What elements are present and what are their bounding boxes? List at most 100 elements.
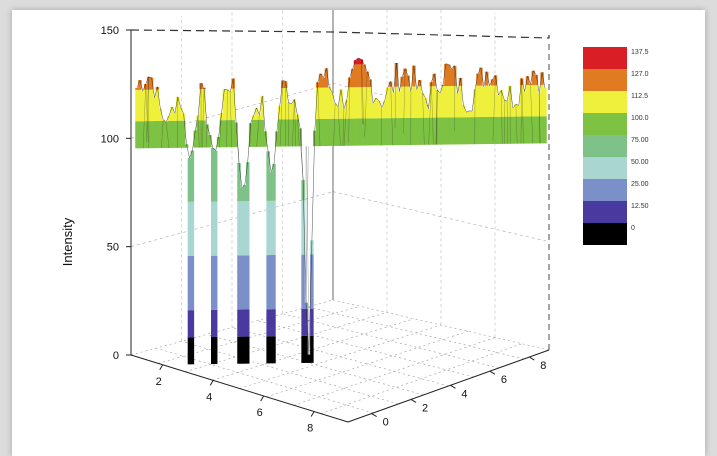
surface-mesh-line [520,78,522,144]
surface-mesh-line [538,93,541,144]
surface-strip [362,64,367,88]
surface-strip [339,118,343,146]
surface-strip [272,309,276,337]
surface-mesh-line [342,108,345,146]
surface-strip [161,120,165,149]
surface-mesh-line [165,121,170,148]
surface-strip [458,117,463,145]
surface-strip [417,79,422,87]
x-tick-mark [260,395,265,402]
floor-grid-line [307,306,524,360]
surface-strip [225,120,230,148]
surface-strip [461,117,466,145]
x-tick-mark [209,380,214,386]
surface-strip [394,86,399,119]
surface-strip [216,137,221,148]
surface-strip [493,116,498,144]
surface-strip [487,85,492,117]
y-tick-label: 4 [461,388,467,400]
surface-strip [432,86,437,118]
surface-strip [278,105,282,120]
surface-strip [269,336,273,364]
surface-strip [447,117,451,145]
colorbar-swatch [583,135,627,157]
surface-strip [330,92,335,119]
surface-plot [135,58,547,365]
surface-strip [135,87,139,90]
surface-strip [447,86,451,118]
surface-strip [152,121,157,149]
surface-strip [318,87,323,119]
surface-strip [359,87,364,119]
surface-strip [173,113,177,121]
surface-mesh-line [300,146,304,181]
surface-strip [438,93,442,118]
y-tick-mark [529,356,535,361]
surface-strip [388,86,393,119]
surface-mesh-line [230,91,232,148]
surface-strip [295,119,300,147]
surface-strip [543,88,547,117]
surface-strip [484,85,489,117]
x-tick-mark [310,411,315,417]
surface-strip [243,255,247,310]
surface-strip [394,118,399,146]
colorbar-label: 137.5 [631,49,649,56]
surface-strip [178,107,183,121]
surface-strip [245,162,250,202]
surface-strip [458,85,463,118]
chart-front-edges [130,30,550,423]
surface-strip [187,337,192,365]
surface-strip [473,117,477,145]
surface-mesh-line [305,146,309,303]
surface-strip [141,91,145,122]
surface-strip [257,119,262,147]
surface-strip [496,116,501,144]
y-tick-label: 6 [501,374,507,386]
surface-strip [397,91,402,119]
y-tick-label: 2 [422,402,428,414]
surface-mesh-line [146,76,149,142]
y-axis-line [347,349,550,423]
surface-strip [266,309,270,337]
surface-edge [136,58,546,355]
surface-strip [382,100,387,119]
surface-strip [499,116,504,144]
surface-strip [441,86,445,118]
surface-strip [432,117,437,145]
surface-strip [222,120,227,148]
surface-strip [149,121,154,149]
surface-strip [522,116,527,144]
surface-strip [158,108,163,121]
surface-strip [385,87,390,119]
surface-strip [449,117,454,145]
surface-strip [432,73,437,87]
floor-grid-line [282,313,499,369]
surface-strip [444,117,448,145]
surface-strip [202,89,206,121]
surface-strip [426,108,431,118]
surface-strip [347,87,352,119]
surface-mesh-line [530,83,533,144]
surface-strip [321,77,326,88]
surface-strip [356,118,361,146]
surface-strip [304,335,308,363]
surface-strip [193,130,198,148]
surface-strip [336,118,340,146]
surface-strip [531,84,536,117]
surface-strip [333,118,337,146]
surface-strip [528,85,533,117]
colorbar-label: 112.5 [631,93,648,100]
surface-strip [470,110,474,118]
surface-strip [152,97,157,122]
floor-grid-line [257,320,474,378]
surface-strip [304,308,308,336]
surface-mesh-line [337,106,341,146]
surface-mesh-line [431,82,434,145]
surface-strip [394,63,399,87]
surface-strip [213,336,218,365]
surface-strip [484,116,489,145]
surface-strip [397,118,402,146]
surface-strip [406,86,410,118]
surface-strip [167,120,171,148]
